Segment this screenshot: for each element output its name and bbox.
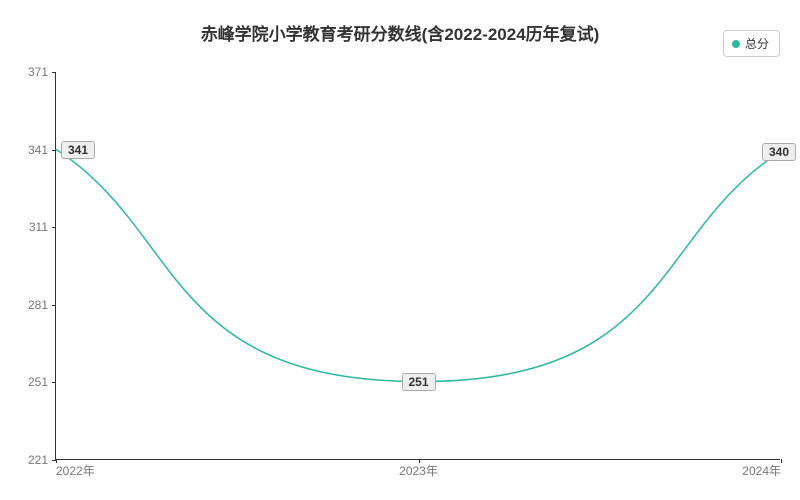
data-point-label: 341 <box>61 141 95 159</box>
y-tick-mark <box>52 72 56 73</box>
data-point-label: 251 <box>401 373 435 391</box>
x-tick-mark <box>781 459 782 463</box>
x-tick-label: 2024年 <box>742 462 781 479</box>
x-tick-label: 2022年 <box>56 462 95 479</box>
x-tick-label: 2023年 <box>399 462 438 479</box>
line-path <box>56 149 780 381</box>
y-tick-mark <box>52 305 56 306</box>
plot-area: 2212512813113413712022年2023年2024年3412513… <box>55 72 780 460</box>
legend-swatch <box>732 40 740 48</box>
legend: 总分 <box>723 30 780 57</box>
x-tick-mark <box>56 459 57 463</box>
legend-label: 总分 <box>745 35 769 52</box>
y-tick-mark <box>52 150 56 151</box>
chart-container: 赤峰学院小学教育考研分数线(含2022-2024历年复试) 总分 2212512… <box>0 0 800 500</box>
x-tick-mark <box>419 459 420 463</box>
line-series <box>56 72 780 459</box>
chart-title: 赤峰学院小学教育考研分数线(含2022-2024历年复试) <box>0 20 800 45</box>
y-tick-mark <box>52 227 56 228</box>
data-point-label: 340 <box>762 143 796 161</box>
y-tick-mark <box>52 382 56 383</box>
